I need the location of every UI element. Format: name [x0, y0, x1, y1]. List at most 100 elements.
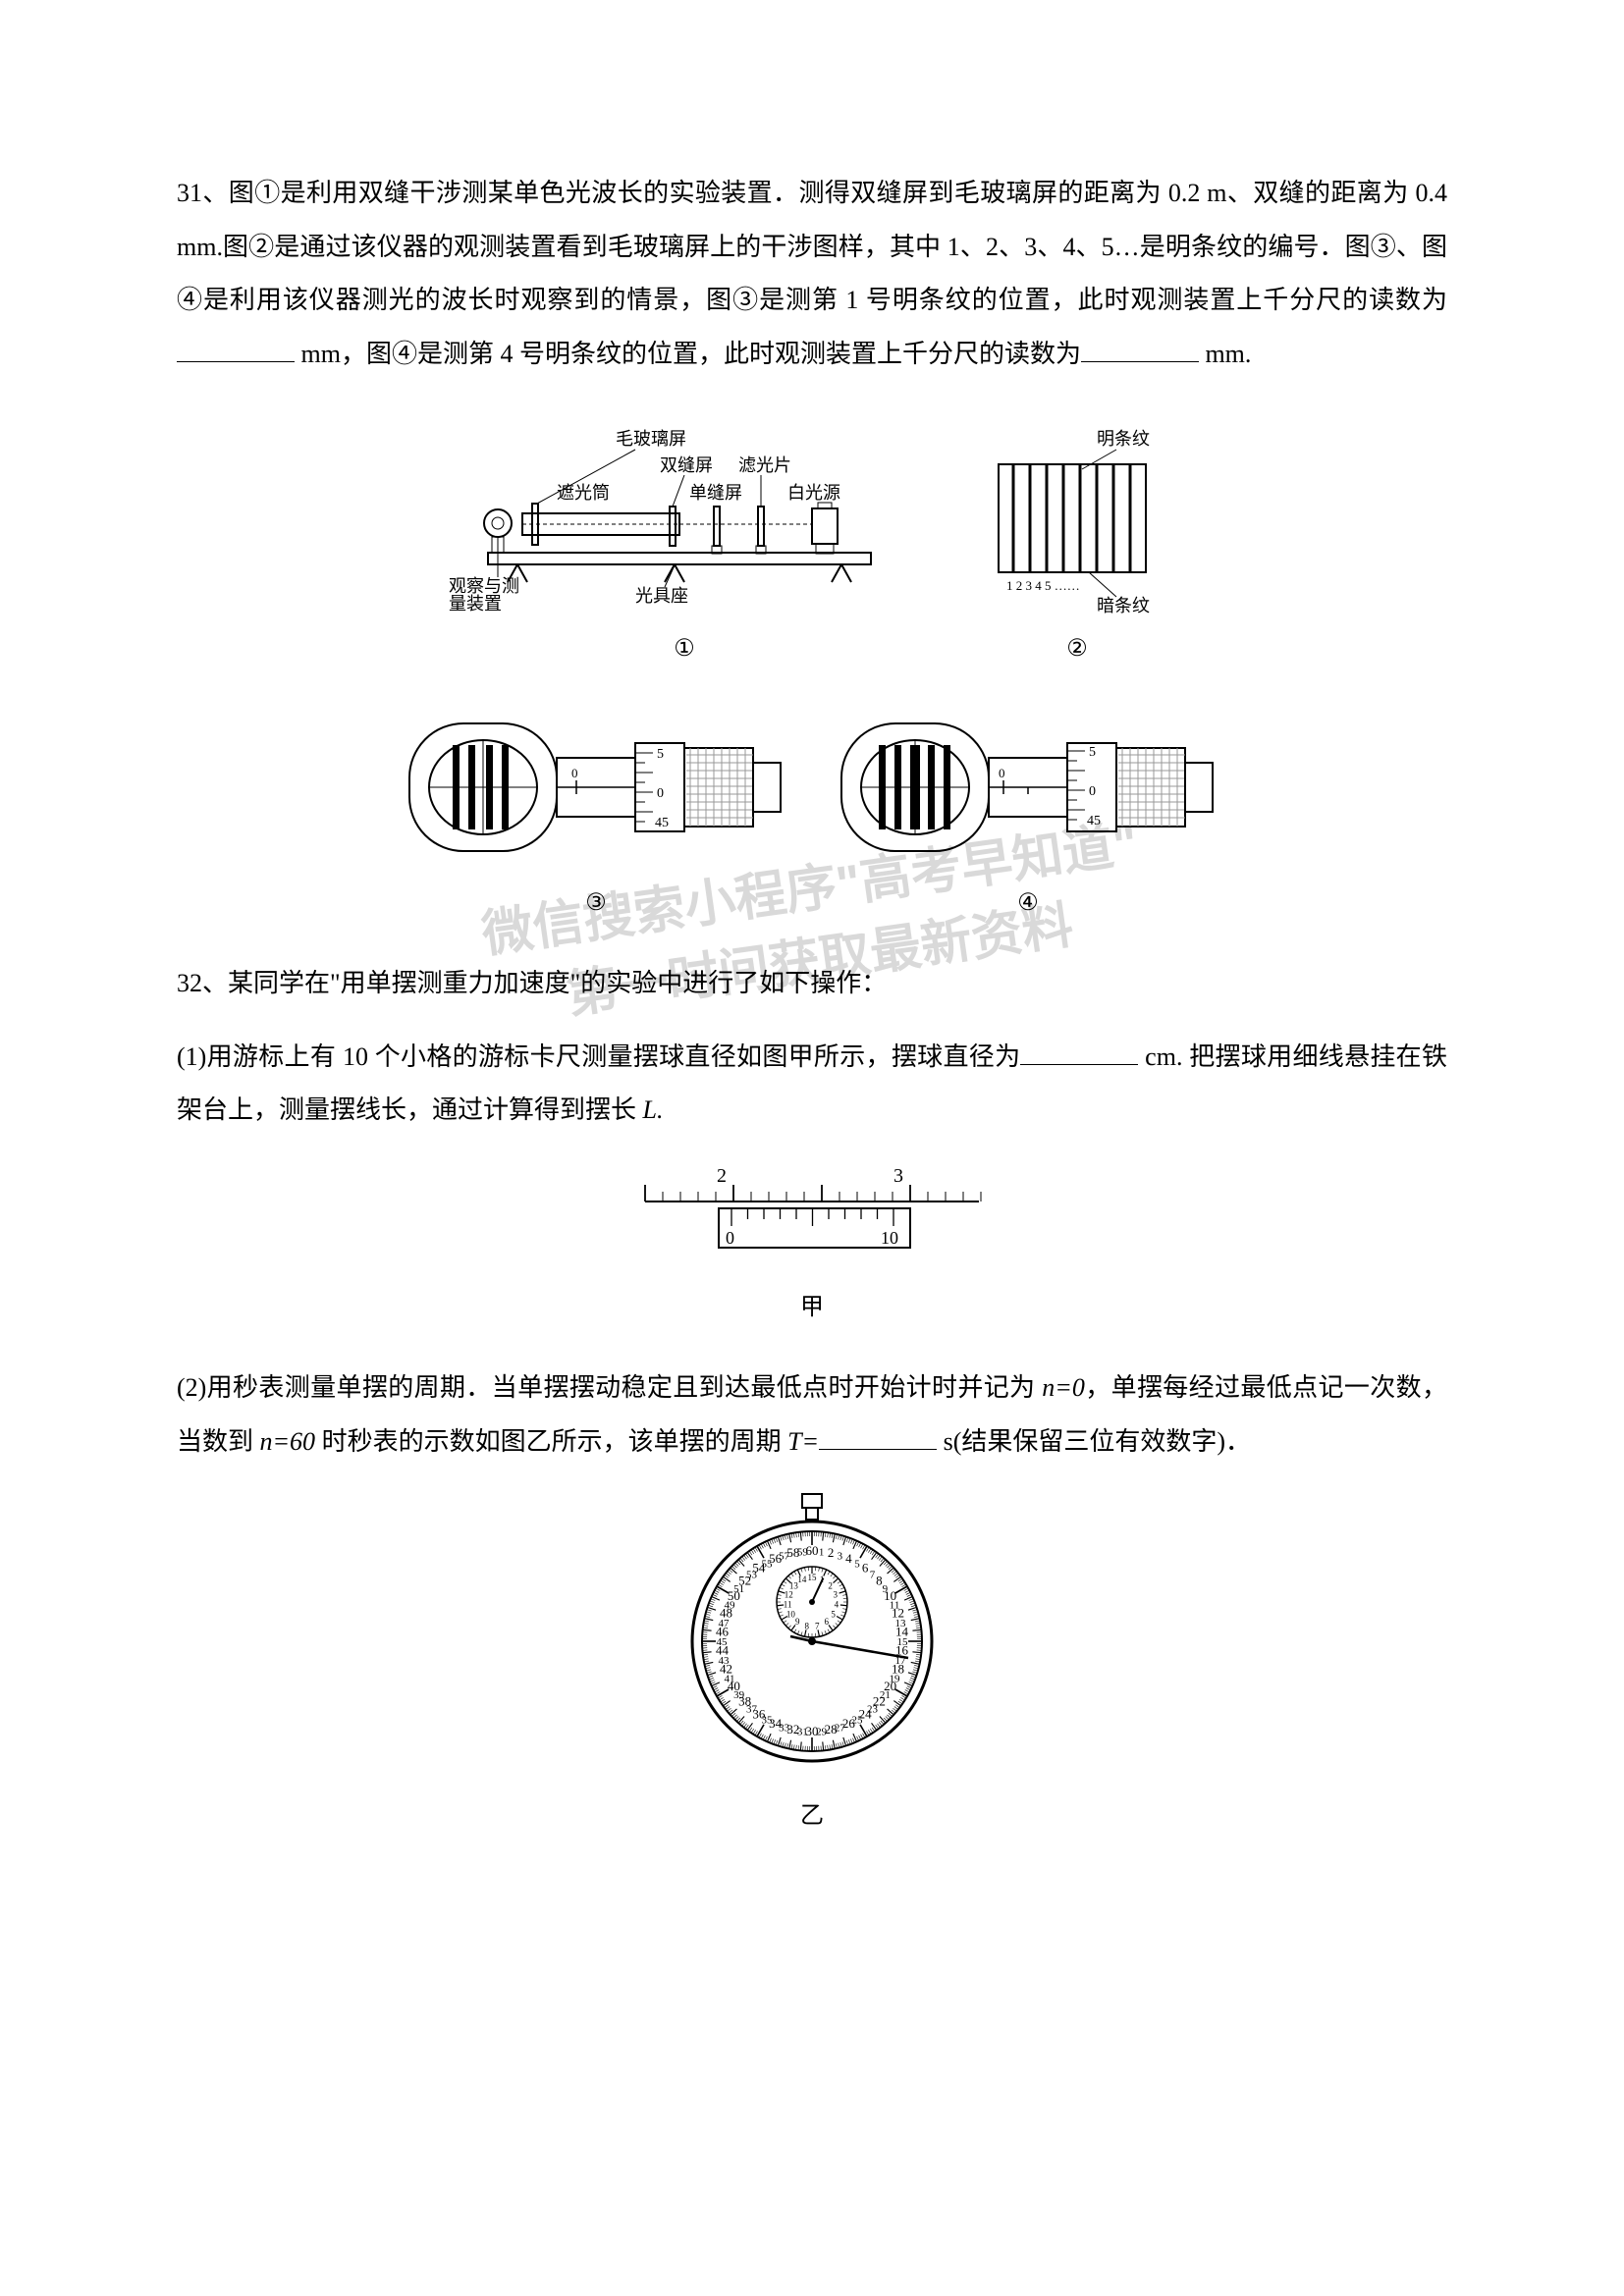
label-filter: 滤光片	[738, 455, 791, 475]
svg-text:9: 9	[883, 1582, 889, 1594]
svg-text:12: 12	[785, 1589, 793, 1599]
q32-part1: (1)用游标上有 10 个小格的游标卡尺测量摆球直径如图甲所示，摆球直径为 cm…	[177, 1031, 1447, 1138]
svg-text:47: 47	[719, 1617, 731, 1629]
svg-text:2: 2	[828, 1545, 835, 1560]
q31-body-3: mm.	[1199, 340, 1251, 368]
label-single-slit: 单缝屏	[689, 483, 742, 503]
svg-text:8: 8	[876, 1573, 883, 1587]
mic3-main-0: 0	[571, 766, 578, 780]
svg-text:51: 51	[733, 1582, 744, 1594]
svg-text:4: 4	[845, 1550, 852, 1565]
q31-blank-2[interactable]	[1081, 337, 1199, 362]
svg-text:7: 7	[815, 1621, 820, 1630]
mic3-mark-5: 5	[657, 747, 664, 762]
q32-intro-text: 某同学在"用单摆测重力加速度"的实验中进行了如下操作：	[228, 969, 887, 997]
caliper-svg: 2 3 0 10	[606, 1157, 1018, 1275]
mic4-mark-0: 0	[1089, 784, 1096, 799]
main-label-3: 3	[893, 1165, 903, 1187]
svg-text:6: 6	[824, 1617, 829, 1627]
q32-part2-a: (2)用秒表测量单摆的周期．当单摆摆动稳定且到达最低点时开始计时并记为	[177, 1373, 1042, 1402]
q32-part2-c: 时秒表的示数如图乙所示，该单摆的周期	[315, 1427, 787, 1456]
q32-number: 32、	[177, 969, 228, 997]
svg-text:25: 25	[852, 1714, 864, 1726]
svg-text:11: 11	[890, 1599, 900, 1611]
svg-text:8: 8	[805, 1621, 810, 1630]
q31-blank-1[interactable]	[177, 337, 295, 362]
svg-text:9: 9	[795, 1617, 800, 1627]
svg-text:1: 1	[819, 1546, 825, 1558]
svg-text:14: 14	[797, 1575, 807, 1584]
q32-blank-2[interactable]	[819, 1424, 937, 1450]
svg-text:37: 37	[746, 1703, 758, 1715]
label-observer-1: 观察与测	[449, 576, 519, 596]
q31-figure-row-1: 毛玻璃屏 双缝屏 滤光片 遮光筒 单缝屏 白光源 观察与测 量装置 光具座 ① …	[177, 400, 1447, 673]
svg-text:13: 13	[894, 1617, 906, 1629]
svg-text:5: 5	[854, 1558, 860, 1570]
label-ground-glass: 毛玻璃屏	[616, 429, 686, 449]
fig-label-2: ②	[1066, 624, 1088, 673]
q32-n0: n=0	[1042, 1373, 1085, 1402]
label-double-slit: 双缝屏	[660, 455, 713, 475]
svg-text:23: 23	[867, 1703, 879, 1715]
vernier-label-10: 10	[881, 1228, 898, 1248]
svg-text:57: 57	[779, 1550, 790, 1562]
label-observer-2: 量装置	[449, 594, 502, 614]
svg-text:2: 2	[828, 1580, 833, 1590]
label-bench: 光具座	[635, 586, 688, 606]
label-tube: 遮光筒	[557, 483, 610, 503]
q32-T: T=	[787, 1427, 819, 1456]
mic4-main-0: 0	[999, 766, 1005, 780]
q32-blank-1[interactable]	[1020, 1040, 1138, 1065]
label-white-light: 白光源	[787, 483, 840, 503]
svg-text:43: 43	[719, 1655, 731, 1667]
svg-text:41: 41	[724, 1673, 734, 1684]
apparatus-diagram: 毛玻璃屏 双缝屏 滤光片 遮光筒 单缝屏 白光源 观察与测 量装置 光具座 ①	[439, 400, 930, 673]
svg-text:49: 49	[724, 1599, 735, 1611]
q32-part2: (2)用秒表测量单摆的周期．当单摆摆动稳定且到达最低点时开始计时并记为 n=0，…	[177, 1362, 1447, 1468]
svg-text:4: 4	[835, 1599, 839, 1609]
q31-number: 31、	[177, 179, 229, 207]
svg-text:33: 33	[779, 1722, 790, 1734]
svg-text:55: 55	[762, 1558, 774, 1570]
vernier-label-0: 0	[726, 1228, 734, 1248]
mic3-mark-45: 45	[655, 816, 669, 830]
fringe-diagram: 明条纹 1 2 3 4 5 …… 暗条纹 ②	[969, 400, 1185, 673]
q31-body-1: 图①是利用双缝干涉测某单色光波长的实验装置．测得双缝屏到毛玻璃屏的距离为 0.2…	[177, 179, 1447, 314]
svg-text:5: 5	[831, 1609, 836, 1619]
micrometer-3: 0 5 0 45	[400, 704, 792, 928]
svg-text:19: 19	[890, 1673, 901, 1684]
svg-text:6: 6	[862, 1560, 869, 1575]
svg-text:10: 10	[786, 1609, 796, 1619]
fig-label-4: ④	[1017, 879, 1039, 928]
main-label-2: 2	[717, 1165, 727, 1187]
svg-text:15: 15	[808, 1573, 818, 1582]
caliper-figure: 2 3 0 10 甲	[177, 1157, 1447, 1332]
main-ticks	[645, 1185, 981, 1201]
svg-text:11: 11	[784, 1599, 792, 1609]
micrometer-4: 0 5 0 45	[832, 704, 1224, 928]
svg-text:3: 3	[834, 1589, 839, 1599]
q32-intro: 32、某同学在"用单摆测重力加速度"的实验中进行了如下操作：	[177, 957, 1447, 1011]
label-bright: 明条纹	[1097, 429, 1150, 449]
q31-figure-row-2: 0 5 0 45	[177, 704, 1447, 928]
svg-text:31: 31	[797, 1726, 808, 1737]
mic4-mark-5: 5	[1089, 745, 1096, 760]
mic3-mark-0: 0	[657, 786, 664, 801]
q31-body-2: mm，图④是测第 4 号明条纹的位置，此时观测装置上千分尺的读数为	[295, 340, 1081, 368]
stopwatch-figure: 6024681012141618202224262830323436384042…	[177, 1489, 1447, 1841]
stopwatch-caption: 乙	[800, 1791, 824, 1841]
fig-label-1: ①	[674, 624, 695, 673]
q32-L: L.	[643, 1095, 664, 1124]
svg-text:27: 27	[835, 1722, 846, 1734]
svg-text:7: 7	[870, 1569, 876, 1580]
q32-part2-tail: s(结果保留三位有效数字)．	[937, 1427, 1251, 1456]
svg-text:15: 15	[897, 1636, 909, 1648]
label-dark: 暗条纹	[1097, 596, 1150, 615]
svg-text:21: 21	[880, 1689, 891, 1701]
caliper-caption: 甲	[800, 1283, 824, 1332]
svg-text:59: 59	[797, 1546, 809, 1558]
svg-text:39: 39	[733, 1689, 745, 1701]
q32-n60: n=60	[260, 1427, 316, 1456]
svg-text:29: 29	[816, 1726, 828, 1737]
mic4-mark-45: 45	[1087, 814, 1101, 828]
